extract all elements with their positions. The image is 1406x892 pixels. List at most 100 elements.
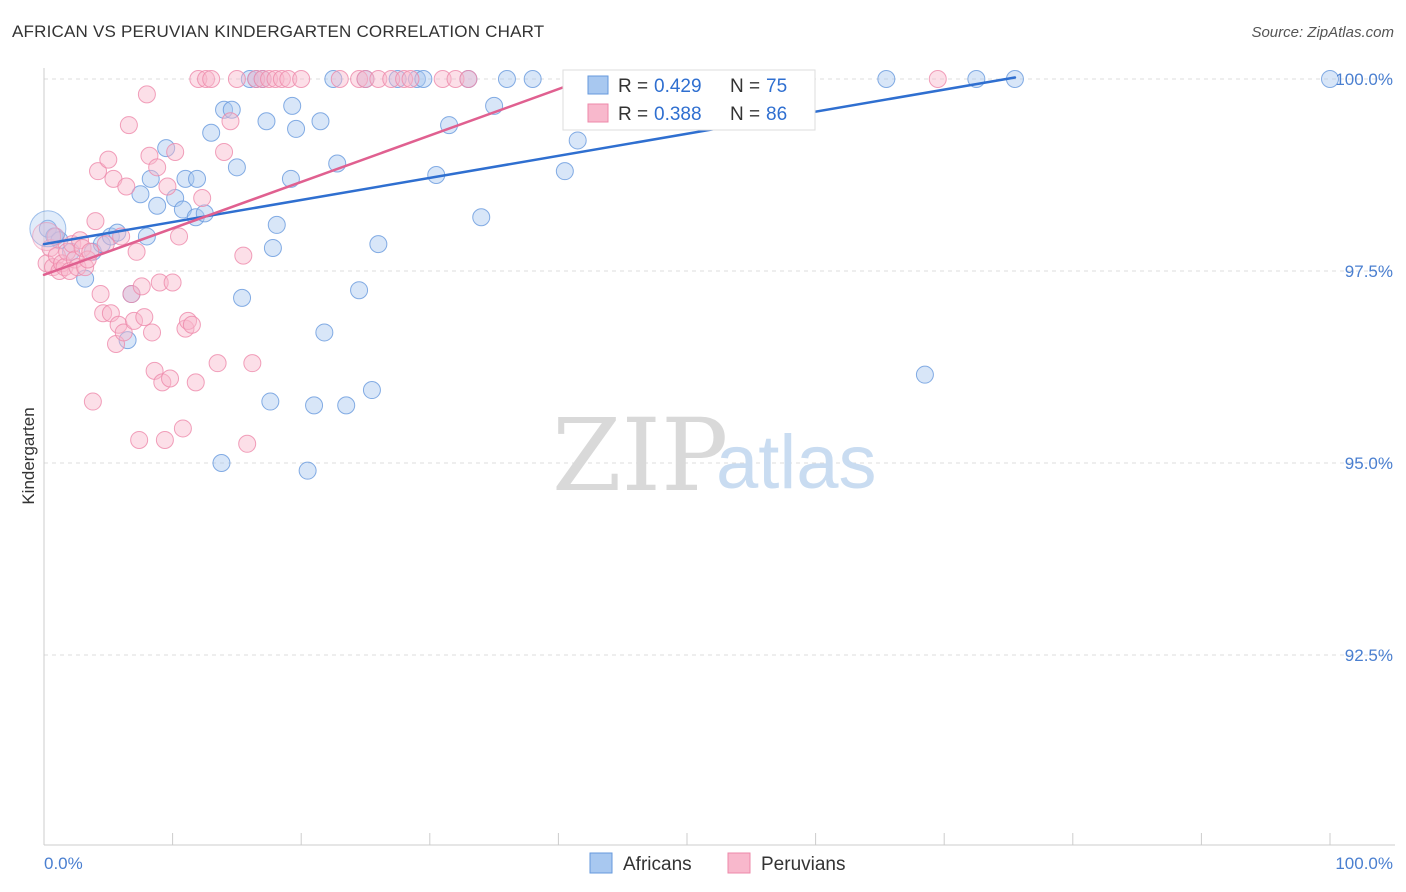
africans-point — [38, 219, 57, 238]
series-legend-africans: Africans — [623, 854, 692, 875]
africans-point — [362, 381, 381, 400]
peruvians-point — [238, 434, 257, 453]
peruvians-point — [94, 304, 113, 323]
africans-point — [215, 100, 234, 119]
africans-point — [388, 70, 407, 88]
africans-point — [298, 461, 317, 480]
africans-point — [261, 392, 280, 411]
watermark-atlas: atlas — [716, 420, 877, 505]
x-tick-label: 0.0% — [44, 854, 83, 873]
correlation-legend: R = 0.429 N = 75 R = 0.388 N = 86 — [562, 69, 816, 131]
peruvians-point — [163, 273, 182, 292]
peruvians-point — [186, 373, 205, 392]
chart-title: AFRICAN VS PERUVIAN KINDERGARTEN CORRELA… — [12, 22, 545, 41]
legend-africans-r-value: 0.429 — [654, 76, 702, 97]
africans-point — [257, 112, 276, 131]
africans-point — [315, 323, 334, 342]
peruvians-point — [114, 323, 133, 342]
africans-point — [131, 185, 150, 204]
axes — [43, 68, 1395, 846]
peruvians-point — [202, 70, 221, 88]
peruvians-point — [272, 70, 291, 88]
africans-point — [263, 238, 282, 257]
peruvians-point — [170, 227, 189, 246]
legend-peruvians-r-value: 0.388 — [654, 104, 702, 125]
peruvians-point — [89, 162, 108, 181]
peruvians-point — [401, 70, 420, 88]
legend-peruvians-r-label: R = — [618, 104, 648, 125]
africans-point — [877, 70, 896, 88]
peruvians-point — [117, 177, 136, 196]
africans-trend-line — [42, 76, 1017, 246]
africans-point — [472, 208, 491, 227]
peruvians-point — [227, 70, 246, 88]
peruvians-point — [127, 242, 146, 261]
peruvians-point — [158, 177, 177, 196]
watermark-zip: ZIP — [552, 397, 728, 514]
peruvians-point — [279, 70, 298, 88]
africans-point — [233, 288, 252, 307]
peruvians-point — [928, 70, 947, 88]
africans-point — [350, 281, 369, 300]
peruvians-point — [166, 142, 185, 161]
peruvians-point — [330, 70, 349, 88]
peruvians-trend-line — [42, 76, 592, 277]
peruvians-point — [91, 285, 110, 304]
legend-africans-r-label: R = — [618, 76, 648, 97]
peruvians-point — [260, 70, 279, 88]
africans-point — [523, 70, 542, 88]
africans-point — [188, 169, 207, 188]
africans-point — [311, 112, 330, 131]
africans-point — [283, 96, 302, 115]
peruvians-point — [161, 369, 180, 388]
peruvians-point — [356, 70, 375, 88]
peruvians-point — [446, 70, 465, 88]
peruvians-point — [173, 419, 192, 438]
africans-point-large — [29, 210, 67, 248]
peruvians-point-large — [32, 221, 62, 251]
peruvians-point — [132, 277, 151, 296]
peruvians-point — [148, 158, 167, 177]
y-tick-label: 95.0% — [1345, 454, 1393, 473]
y-tick-label: 92.5% — [1345, 646, 1393, 665]
series-legend: Africans Peruvians — [589, 852, 846, 875]
peruvians-point — [369, 70, 388, 88]
peruvians-point — [253, 70, 272, 88]
series-legend-swatch-peruvians — [727, 852, 751, 874]
peruvians-point — [208, 354, 227, 373]
peruvians-point — [182, 315, 201, 334]
peruvians-point — [215, 142, 234, 161]
peruvians-point — [150, 273, 169, 292]
peruvians-point — [122, 285, 141, 304]
legend-africans-n-label: N = — [730, 76, 760, 97]
africans-point — [568, 131, 587, 150]
x-tick-label: 100.0% — [1335, 854, 1393, 873]
africans-point — [287, 119, 306, 138]
peruvians-point — [292, 70, 311, 88]
peruvians-point — [350, 70, 369, 88]
africans-point — [407, 70, 426, 88]
peruvians-point — [83, 392, 102, 411]
africans-point — [227, 158, 246, 177]
peruvians-point — [433, 70, 452, 88]
peruvians-point — [155, 430, 174, 449]
africans-point — [222, 100, 241, 119]
africans-point — [305, 396, 324, 415]
africans-point — [157, 139, 176, 158]
africans-point — [148, 196, 167, 215]
peruvians-point — [193, 189, 212, 208]
legend-swatch-africans — [587, 75, 609, 95]
africans-point — [915, 365, 934, 384]
peruvians-point — [86, 212, 105, 231]
africans-point — [337, 396, 356, 415]
africans-point — [414, 70, 433, 88]
africans-point — [267, 215, 286, 234]
y-tick-label: 97.5% — [1345, 262, 1393, 281]
peruvians-point — [99, 150, 118, 169]
series-legend-swatch-africans — [589, 852, 613, 874]
africans-point — [141, 169, 160, 188]
legend-africans-n-value: 75 — [766, 76, 787, 97]
legend-peruvians-n-label: N = — [730, 104, 760, 125]
peruvians-point — [189, 70, 208, 88]
